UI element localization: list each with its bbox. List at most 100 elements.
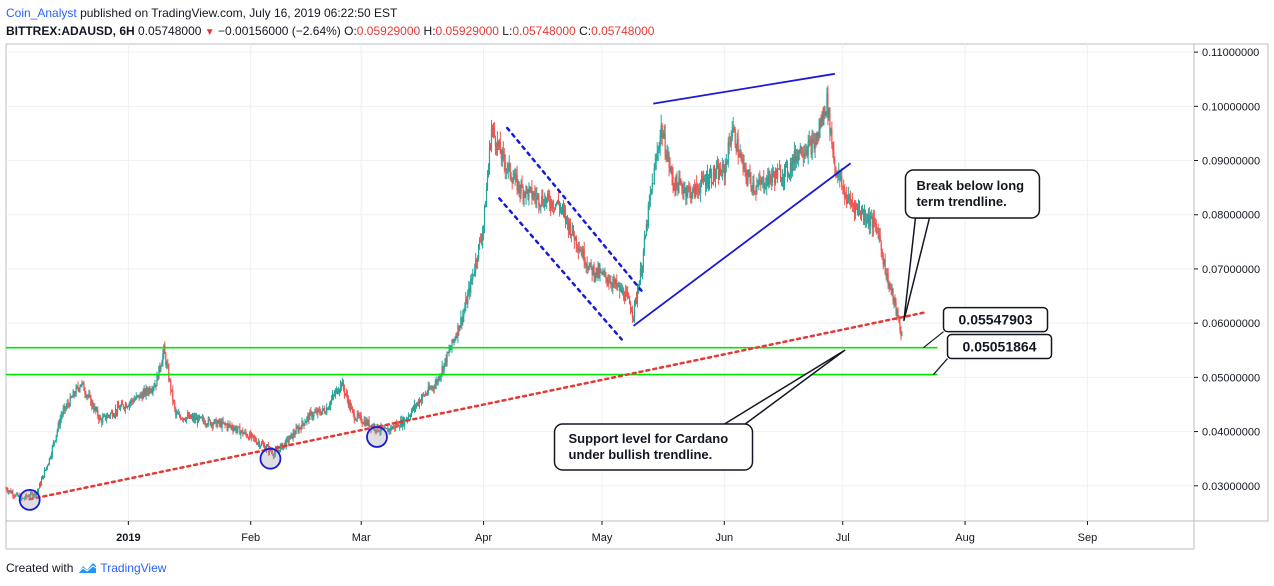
candle-body xyxy=(784,164,787,168)
candle-body xyxy=(325,412,327,414)
candle-body xyxy=(234,427,236,429)
candle-body xyxy=(874,222,876,224)
candle-body xyxy=(810,140,812,155)
candle-body xyxy=(663,133,665,137)
candle-body xyxy=(8,491,10,493)
candle-body xyxy=(35,491,37,495)
candle-body xyxy=(821,114,823,127)
candle-body xyxy=(90,395,92,406)
candle-body xyxy=(400,420,402,428)
candle-body xyxy=(210,423,212,426)
candle-body xyxy=(185,417,188,421)
time-axis[interactable] xyxy=(5,520,1195,550)
candle-body xyxy=(213,419,215,424)
candle-body xyxy=(161,362,163,367)
candle-body xyxy=(804,152,806,154)
candle-body xyxy=(524,192,526,197)
candle-body xyxy=(667,154,669,156)
candle-body xyxy=(104,414,106,416)
candle-body xyxy=(345,393,348,395)
candle-body xyxy=(459,325,461,331)
candle-body xyxy=(570,233,572,236)
candle-body xyxy=(463,312,465,316)
candle-body xyxy=(877,229,879,238)
candle-body xyxy=(411,407,414,412)
candle-body xyxy=(134,398,136,400)
candle-body xyxy=(739,154,741,157)
candle-body xyxy=(836,172,838,178)
candle-body xyxy=(132,400,134,403)
x-tick-label: May xyxy=(592,532,613,544)
candle-body xyxy=(220,421,222,428)
candle-body xyxy=(74,394,76,396)
candle-body xyxy=(896,309,898,315)
candle-body xyxy=(434,384,436,389)
candle-body xyxy=(101,419,103,423)
candle-body xyxy=(746,175,748,181)
candle-body xyxy=(292,432,294,439)
candle-body xyxy=(354,419,356,421)
candle-body xyxy=(501,150,503,160)
candle-body xyxy=(301,421,303,430)
candle-body xyxy=(723,167,725,177)
candle-body xyxy=(125,404,127,408)
candle-body xyxy=(686,193,688,197)
y-tick-label: 0.04000000 xyxy=(1202,427,1260,439)
candle-body xyxy=(123,407,126,410)
created-with-text: Created with xyxy=(6,561,74,575)
price-change: −0.00156000 (−2.64%) xyxy=(218,24,341,38)
candle-body xyxy=(359,415,361,417)
candle-body xyxy=(184,419,187,421)
candle-body xyxy=(613,279,615,283)
candle-body xyxy=(595,267,597,276)
candle-body xyxy=(832,144,834,152)
candle-body xyxy=(311,412,313,418)
candle-body xyxy=(873,217,875,223)
candle-body xyxy=(559,207,562,210)
candle-body xyxy=(16,493,18,495)
candle-body xyxy=(494,136,497,147)
candle-body xyxy=(750,177,752,186)
candle-body xyxy=(538,194,540,206)
author-link[interactable]: Coin_Analyst xyxy=(6,6,77,20)
candle-body xyxy=(515,173,517,175)
candle-body xyxy=(861,209,864,213)
candle-body xyxy=(900,330,902,336)
candle-body xyxy=(218,420,220,424)
candle-body xyxy=(807,142,809,156)
candle-body xyxy=(683,189,685,194)
tradingview-link[interactable]: TradingView xyxy=(77,561,166,575)
candle-body xyxy=(329,405,331,408)
candle-body xyxy=(512,179,514,183)
candle-body xyxy=(340,382,343,387)
candle-body xyxy=(763,177,765,189)
candle-body xyxy=(265,446,268,449)
candle-body xyxy=(526,186,528,190)
candle-body xyxy=(416,402,419,405)
candle-body xyxy=(483,206,486,226)
candle-body xyxy=(75,387,77,395)
candle-body xyxy=(634,297,637,302)
candle-body xyxy=(37,488,40,492)
candle-body xyxy=(558,203,561,210)
candle-body xyxy=(391,426,393,430)
candle-body xyxy=(317,409,319,414)
candle-body xyxy=(186,414,189,418)
candle-body xyxy=(578,249,580,252)
candle-body xyxy=(467,293,469,304)
candle-body xyxy=(187,414,190,418)
candle-body xyxy=(394,425,396,428)
candle-body xyxy=(172,389,174,401)
price-axis[interactable] xyxy=(1193,43,1269,522)
candle-body xyxy=(261,443,264,445)
candle-body xyxy=(621,287,623,293)
candle-body xyxy=(703,177,705,182)
candle-body xyxy=(291,433,293,439)
candle-body xyxy=(706,173,709,187)
candle-body xyxy=(858,208,861,213)
candle-body xyxy=(762,177,764,180)
candle-body xyxy=(335,388,338,392)
candle-body xyxy=(155,384,157,387)
candle-body xyxy=(406,418,409,420)
